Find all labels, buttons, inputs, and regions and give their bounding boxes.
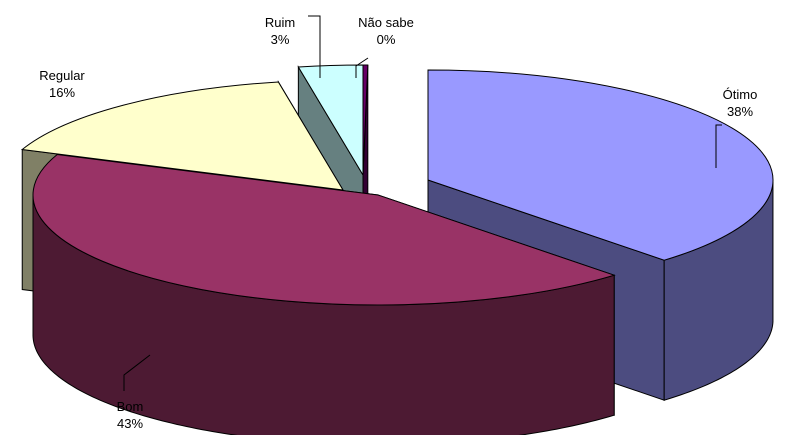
leader-line-nao-sabe xyxy=(355,57,369,78)
slice-percent-regular: 16% xyxy=(49,85,75,100)
slice-label-nao-sabe: Não sabe xyxy=(358,15,414,30)
slice-percent-bom: 43% xyxy=(117,416,143,431)
slice-top-bom xyxy=(32,153,616,306)
slice-top-regular xyxy=(20,81,344,191)
slice-tops xyxy=(20,64,774,306)
leader-line-ruim xyxy=(308,15,321,78)
slice-percent-otimo: 38% xyxy=(727,104,753,119)
slice-top-otimo xyxy=(427,69,774,261)
slice-percent-ruim: 3% xyxy=(271,32,290,47)
leader-line-bom xyxy=(123,354,151,391)
slice-label-ruim: Ruim xyxy=(265,15,295,30)
slice-label-otimo: Ótimo xyxy=(723,87,758,102)
leader-lines xyxy=(123,15,722,391)
slice-label-regular: Regular xyxy=(39,68,85,83)
slice-labels: Ótimo 38% Bom 43% Regular 16% Ruim 3% Não sabe 0% xyxy=(39,15,757,431)
slice-top-ruim xyxy=(297,64,364,177)
slice-percent-nao-sabe: 0% xyxy=(377,32,396,47)
slice-label-bom: Bom xyxy=(117,399,144,414)
leader-line-otimo xyxy=(715,124,722,168)
